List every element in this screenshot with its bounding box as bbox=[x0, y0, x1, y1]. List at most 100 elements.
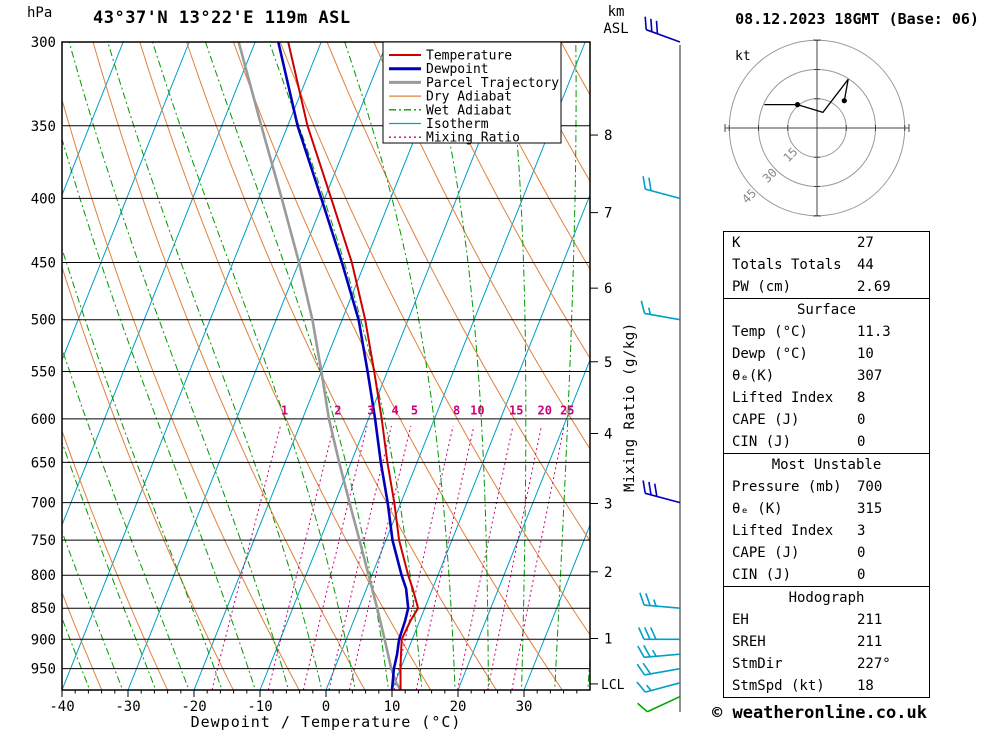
stat-row: CAPE (J) 0 bbox=[724, 409, 929, 431]
pressure-tick-label: 800 bbox=[31, 568, 56, 584]
legend-label: Isotherm bbox=[426, 117, 489, 132]
stat-label: StmDir bbox=[732, 656, 783, 672]
stat-row: SREH 211 bbox=[724, 631, 929, 653]
temperature-curve bbox=[287, 42, 420, 690]
mixing-ratio-value-label: 2 bbox=[334, 404, 341, 418]
stat-value: 0 bbox=[857, 545, 866, 561]
pressure-tick-label: 750 bbox=[31, 533, 56, 549]
pressure-tick-label: 900 bbox=[31, 632, 56, 648]
stat-value: 0 bbox=[857, 434, 866, 450]
stat-row: Lifted Index 3 bbox=[724, 520, 929, 542]
legend-label: Wet Adiabat bbox=[426, 103, 512, 118]
pressure-tick-label: 700 bbox=[31, 496, 56, 512]
wind-barb bbox=[637, 695, 681, 713]
mixing-ratio-value-label: 25 bbox=[560, 404, 574, 418]
stat-row: K 27 bbox=[724, 232, 929, 254]
temperature-tick-label: -20 bbox=[181, 699, 206, 715]
stat-label: Pressure (mb) bbox=[732, 479, 842, 495]
altitude-tick-label: 4 bbox=[604, 427, 612, 443]
temperature-tick-label: -40 bbox=[49, 699, 74, 715]
stat-row: Temp (°C) 11.3 bbox=[724, 321, 929, 343]
stats-group-header: Surface bbox=[796, 302, 856, 318]
altitude-tick-label: 2 bbox=[604, 565, 612, 581]
legend-label: Dewpoint bbox=[426, 62, 489, 77]
stat-row: CAPE (J) 0 bbox=[724, 542, 929, 564]
temperature-tick-label: 10 bbox=[384, 699, 401, 715]
lcl-label: LCL bbox=[601, 678, 625, 693]
legend-label: Temperature bbox=[426, 49, 512, 64]
stat-label: CIN (J) bbox=[732, 434, 792, 450]
stat-label: Temp (°C) bbox=[732, 324, 808, 340]
mixing-ratio-value-label: 8 bbox=[453, 404, 460, 418]
hodograph-marker bbox=[841, 98, 847, 104]
station-title: 43°37'N 13°22'E 119m ASL bbox=[93, 8, 351, 28]
altitude-tick-label: 1 bbox=[604, 631, 612, 647]
mixing-ratio-lines bbox=[211, 425, 565, 690]
dry-adiabat-lines bbox=[62, 42, 590, 690]
copyright-text: © weatheronline.co.uk bbox=[712, 703, 927, 723]
stat-label: K bbox=[732, 235, 741, 251]
mixing-ratio-value-label: 15 bbox=[509, 404, 523, 418]
pressure-tick-label: 950 bbox=[31, 662, 56, 678]
wind-barb bbox=[640, 300, 681, 321]
wind-barb bbox=[636, 662, 681, 676]
pressure-tick-label: 850 bbox=[31, 601, 56, 617]
stat-row: Pressure (mb) 700 bbox=[724, 476, 929, 498]
mixing-ratio-axis-title: Mixing Ratio (g/kg) bbox=[622, 322, 638, 492]
legend-label: Mixing Ratio bbox=[426, 131, 520, 146]
temperature-tick-label: -30 bbox=[115, 699, 140, 715]
stat-row: θₑ (K) 315 bbox=[724, 498, 929, 520]
stat-label: PW (cm) bbox=[732, 279, 792, 295]
parcel-trajectory-curve bbox=[237, 42, 402, 690]
stat-label: Lifted Index bbox=[732, 390, 834, 406]
stat-value: 700 bbox=[857, 479, 883, 495]
stat-row: CIN (J) 0 bbox=[724, 431, 929, 453]
stat-row: Dewp (°C) 10 bbox=[724, 343, 929, 365]
stat-value: 8 bbox=[857, 390, 866, 406]
wind-barb bbox=[642, 480, 681, 504]
stat-value: 315 bbox=[857, 501, 883, 517]
wind-barb bbox=[644, 16, 681, 43]
pressure-gridlines bbox=[62, 42, 590, 670]
stat-value: 2.69 bbox=[857, 279, 891, 295]
altitude-tick-label: 3 bbox=[604, 497, 612, 513]
skewt-plot-area bbox=[62, 42, 590, 690]
stat-value: 0 bbox=[857, 412, 866, 428]
stat-row: EH 211 bbox=[724, 609, 929, 631]
stat-label: CIN (J) bbox=[732, 567, 792, 583]
wind-barb bbox=[639, 592, 681, 610]
x-axis-title: Dewpoint / Temperature (°C) bbox=[190, 713, 462, 731]
stat-label: EH bbox=[732, 612, 749, 628]
hodograph-marker bbox=[794, 102, 801, 108]
pressure-tick-label: 300 bbox=[31, 35, 56, 51]
indices-table: K 27 Totals Totals 44 PW (cm) 2.69 Surface Temp… bbox=[723, 231, 930, 698]
stat-label: θₑ(K) bbox=[732, 368, 775, 384]
wind-barb bbox=[636, 681, 681, 693]
stat-value: 307 bbox=[857, 368, 883, 384]
stat-label: CAPE (J) bbox=[732, 545, 800, 561]
stats-group-header: Most Unstable bbox=[771, 457, 882, 473]
stats-group: K 27 Totals Totals 44 PW (cm) 2.69 bbox=[723, 231, 930, 299]
hodograph-trace bbox=[764, 78, 849, 114]
mixing-ratio-value-label: 4 bbox=[392, 404, 399, 418]
stat-row: PW (cm) 2.69 bbox=[724, 276, 929, 298]
stat-label: Totals Totals bbox=[732, 257, 842, 273]
hodograph-ring-label: 45 bbox=[739, 186, 759, 206]
stats-group-header: Hodograph bbox=[788, 590, 865, 606]
pressure-tick-label: 600 bbox=[31, 412, 56, 428]
wind-barb bbox=[637, 627, 680, 641]
pressure-tick-label: 550 bbox=[31, 365, 56, 381]
stat-value: 27 bbox=[857, 235, 874, 251]
stat-row: StmDir 227° bbox=[724, 653, 929, 675]
stat-label: StmSpd (kt) bbox=[732, 678, 825, 694]
mixing-ratio-value-label: 10 bbox=[470, 404, 484, 418]
stat-row: θₑ(K) 307 bbox=[724, 365, 929, 387]
altitude-tick-label: 5 bbox=[604, 355, 612, 371]
mixing-ratio-value-label: 20 bbox=[537, 404, 551, 418]
stat-value: 211 bbox=[857, 612, 883, 628]
pressure-axis-unit-label: hPa bbox=[27, 5, 53, 21]
wind-barb bbox=[642, 176, 681, 200]
wind-barb bbox=[637, 645, 681, 659]
temperature-tick-label: 0 bbox=[322, 699, 330, 715]
